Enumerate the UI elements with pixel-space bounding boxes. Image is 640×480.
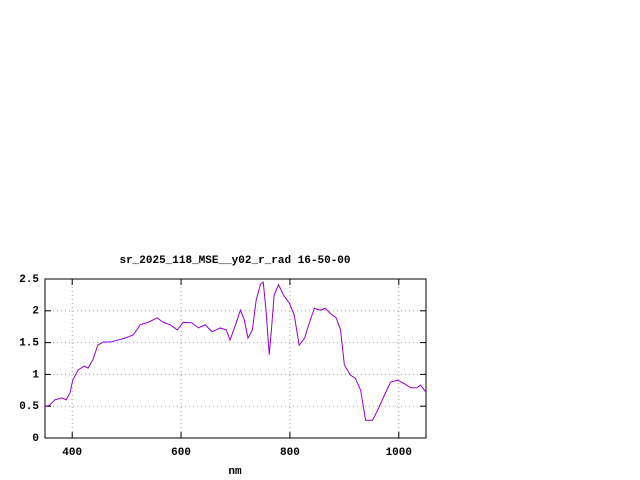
y-tick-label: 1	[32, 369, 39, 381]
y-tick-label: 0	[32, 433, 39, 445]
y-tick-label: 0.5	[19, 401, 39, 413]
plot-frame	[44, 278, 427, 439]
x-tick-label: 400	[62, 447, 82, 459]
y-tick-label: 1.5	[19, 338, 39, 350]
y-tick-label: 2.5	[19, 274, 39, 286]
y-tick-label: 2	[32, 306, 39, 318]
x-tick-label: 1000	[386, 447, 412, 459]
x-tick-label: 600	[171, 447, 191, 459]
chart-title: sr_2025_118_MSE__y02_r_rad 16-50-00	[119, 255, 350, 267]
x-tick-label: 800	[280, 447, 300, 459]
x-axis-label: nm	[228, 466, 242, 478]
data-line	[44, 281, 427, 421]
